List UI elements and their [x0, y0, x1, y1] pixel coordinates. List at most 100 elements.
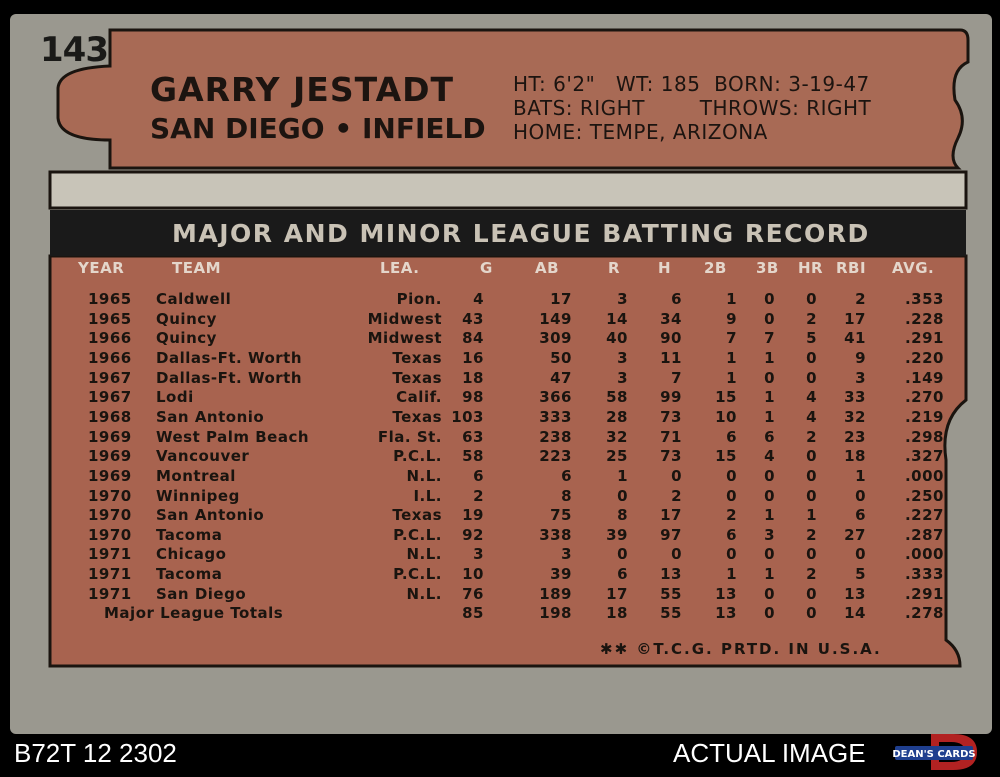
table-cell-runs: 1 — [617, 466, 628, 485]
totals-cell-games: 85 — [462, 604, 484, 623]
table-cell-triples: 7 — [764, 329, 775, 348]
table-cell-homeruns: 0 — [806, 447, 817, 466]
table-cell-runs: 8 — [617, 506, 628, 525]
table-cell-runs: 0 — [617, 486, 628, 505]
table-cell-team: Tacoma — [156, 565, 223, 584]
table-cell-hits: 73 — [660, 447, 682, 466]
totals-label: Major League Totals — [104, 604, 284, 623]
table-cell-team: San Antonio — [156, 407, 265, 426]
table-cell-average: .327 — [904, 447, 944, 466]
table-cell-league: N.L. — [406, 584, 442, 603]
table-cell-doubles: 6 — [726, 427, 737, 446]
table-cell-team: Quincy — [156, 329, 217, 348]
table-cell-triples: 0 — [764, 466, 775, 485]
table-cell-league: Texas — [392, 348, 442, 367]
table-cell-team: Tacoma — [156, 525, 223, 544]
table-cell-at-bats: 8 — [561, 486, 572, 505]
record-title: MAJOR AND MINOR LEAGUE BATTING RECORD — [172, 219, 870, 248]
table-cell-hits: 71 — [660, 427, 682, 446]
table-cell-homeruns: 0 — [806, 584, 817, 603]
table-cell-hits: 6 — [671, 290, 682, 308]
table-cell-runs: 28 — [606, 407, 628, 426]
table-cell-league: Calif. — [396, 388, 442, 407]
table-cell-at-bats: 6 — [561, 466, 572, 485]
table-cell-team: Vancouver — [156, 447, 250, 466]
table-cell-doubles: 2 — [726, 506, 737, 525]
table-cell-games: 18 — [462, 368, 484, 387]
table-cell-year: 1968 — [88, 407, 132, 426]
table-cell-at-bats: 333 — [539, 407, 572, 426]
table-cell-team: Montreal — [156, 466, 236, 485]
table-cell-rbi: 33 — [844, 388, 866, 407]
table-cell-rbi: 0 — [855, 486, 866, 505]
card-number: 143 — [40, 30, 109, 70]
table-cell-triples: 1 — [764, 407, 775, 426]
deans-cards-logo: DEAN'S CARDS — [893, 734, 977, 770]
table-cell-year: 1969 — [88, 466, 132, 485]
table-cell-year: 1965 — [88, 309, 132, 328]
table-cell-rbi: 17 — [844, 309, 866, 328]
table-panel — [48, 254, 968, 668]
table-cell-year: 1969 — [88, 447, 132, 466]
table-cell-doubles: 6 — [726, 525, 737, 544]
table-cell-team: Caldwell — [156, 290, 232, 308]
table-cell-average: .353 — [904, 290, 944, 308]
table-cell-hits: 0 — [671, 545, 682, 564]
table-cell-hits: 73 — [660, 407, 682, 426]
table-cell-average: .298 — [904, 427, 944, 446]
table-cell-league: Texas — [392, 407, 442, 426]
totals-cell-homeruns: 0 — [806, 604, 817, 623]
table-cell-homeruns: 0 — [806, 348, 817, 367]
table-cell-doubles: 1 — [726, 368, 737, 387]
table-cell-triples: 1 — [764, 506, 775, 525]
bio-home: HOME: TEMPE, ARIZONA — [513, 120, 768, 144]
table-cell-average: .220 — [904, 348, 944, 367]
table-cell-team: Quincy — [156, 309, 217, 328]
table-cell-team: San Antonio — [156, 506, 265, 525]
table-cell-games: 58 — [462, 447, 484, 466]
table-cell-year: 1970 — [88, 506, 132, 525]
table-cell-triples: 1 — [764, 565, 775, 584]
table-cell-runs: 32 — [606, 427, 628, 446]
table-cell-doubles: 1 — [726, 348, 737, 367]
column-header-doubles: 2B — [704, 259, 727, 277]
table-cell-year: 1967 — [88, 368, 132, 387]
table-cell-triples: 0 — [764, 290, 775, 308]
player-name: GARRY JESTADT — [150, 70, 455, 109]
table-cell-runs: 6 — [617, 565, 628, 584]
table-cell-at-bats: 223 — [539, 447, 572, 466]
table-cell-runs: 17 — [606, 584, 628, 603]
table-cell-league: P.C.L. — [393, 525, 442, 544]
table-cell-league: Pion. — [396, 290, 442, 308]
column-header-rbi: RBI — [836, 259, 867, 277]
table-cell-average: .291 — [904, 584, 944, 603]
table-cell-average: .227 — [904, 506, 944, 525]
table-cell-rbi: 27 — [844, 525, 866, 544]
table-cell-homeruns: 0 — [806, 368, 817, 387]
table-cell-homeruns: 2 — [806, 309, 817, 328]
table-cell-doubles: 15 — [715, 447, 737, 466]
table-cell-doubles: 1 — [726, 565, 737, 584]
table-cell-average: .000 — [904, 545, 944, 564]
table-cell-runs: 0 — [617, 545, 628, 564]
table-cell-hits: 97 — [660, 525, 682, 544]
table-cell-hits: 13 — [660, 565, 682, 584]
column-header-triples: 3B — [756, 259, 779, 277]
table-cell-year: 1970 — [88, 486, 132, 505]
record-title-bar — [50, 210, 966, 256]
totals-cell-doubles: 13 — [715, 604, 737, 623]
table-cell-rbi: 41 — [844, 329, 866, 348]
table-cell-average: .291 — [904, 329, 944, 348]
table-cell-homeruns: 2 — [806, 525, 817, 544]
column-header-average: AVG. — [892, 259, 935, 277]
table-cell-league: N.L. — [406, 545, 442, 564]
table-cell-at-bats: 309 — [539, 329, 572, 348]
table-cell-average: .228 — [904, 309, 944, 328]
table-cell-year: 1971 — [88, 584, 132, 603]
table-cell-year: 1970 — [88, 525, 132, 544]
table-cell-league: P.C.L. — [393, 565, 442, 584]
table-cell-at-bats: 189 — [539, 584, 572, 603]
table-cell-triples: 0 — [764, 545, 775, 564]
table-cell-hits: 17 — [660, 506, 682, 525]
header-band — [48, 170, 968, 210]
